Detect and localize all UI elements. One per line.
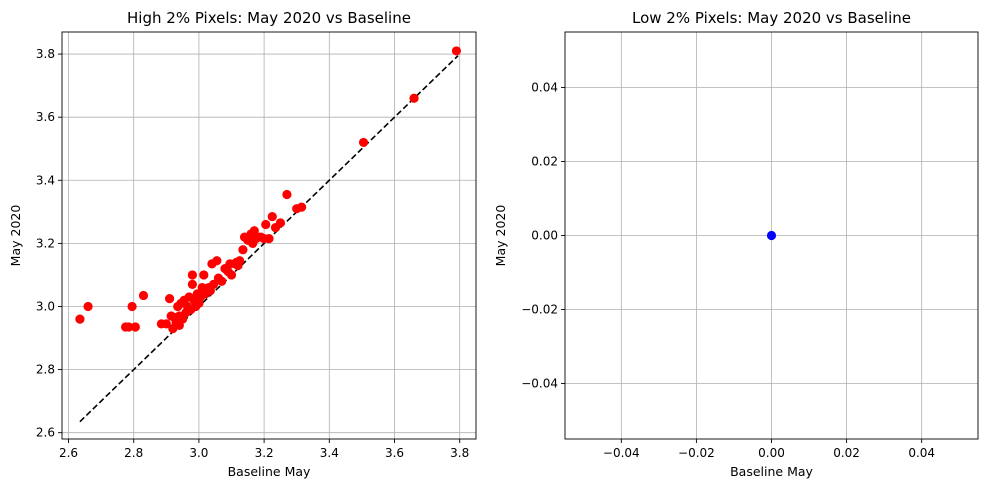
data-point	[217, 276, 227, 286]
y-axis-label: May 2020	[493, 205, 508, 267]
axes-frame	[61, 31, 477, 440]
x-tick-label: 3.8	[450, 446, 469, 460]
y-tick-label: −0.02	[521, 303, 558, 317]
y-tick-label: 3.2	[36, 236, 55, 250]
data-point	[235, 256, 245, 266]
y-tick-label: 3.6	[36, 110, 55, 124]
data-point	[199, 270, 209, 280]
x-tick-label: 0.04	[908, 446, 935, 460]
chart-panel-2: −0.04 −0.02 0.00 0.02 0.04 −0.04 −0.02 0.00 0.02…	[493, 9, 979, 479]
x-tick-label: 3.6	[385, 446, 404, 460]
y-tick-label: 2.6	[36, 426, 55, 440]
data-point	[766, 230, 777, 241]
y-tick-label: 3.4	[36, 173, 55, 187]
data-point	[212, 256, 222, 266]
x-tick-label: 2.8	[124, 446, 143, 460]
x-tick-label: 3.2	[255, 446, 274, 460]
y-tick-label: 3.0	[36, 299, 55, 313]
y-tick-label: 3.8	[36, 47, 55, 61]
y-tick-label: 0.04	[531, 81, 558, 95]
data-point	[238, 245, 248, 255]
x-tick-label: −0.04	[603, 446, 640, 460]
x-tick-label: 0.02	[833, 446, 860, 460]
data-point	[75, 314, 85, 324]
data-point	[358, 137, 369, 148]
chart-panel-1: 2.6 2.8 3.0 3.2 3.4 3.6 3.8 2.6 2.8 3.0 3.2 3.4 3.6 3…	[8, 9, 477, 479]
y-tick-label: 0.02	[531, 155, 558, 169]
data-point	[164, 294, 175, 304]
data-point	[124, 322, 134, 332]
data-point	[187, 270, 197, 280]
x-tick-label: 0.00	[758, 446, 785, 460]
data-point	[130, 322, 140, 332]
data-point	[138, 290, 149, 301]
data-point	[264, 234, 274, 244]
data-point	[296, 202, 307, 212]
data-point	[275, 218, 286, 228]
chart-title: Low 2% Pixels: May 2020 vs Baseline	[632, 9, 911, 27]
x-tick-label: 3.0	[189, 446, 208, 460]
data-point	[83, 301, 93, 312]
data-point	[226, 270, 237, 280]
y-axis-label: May 2020	[8, 205, 23, 267]
y-tick-label: −0.04	[521, 377, 558, 391]
x-tick-label: 3.4	[320, 446, 339, 460]
data-point	[451, 46, 462, 56]
chart-title: High 2% Pixels: May 2020 vs Baseline	[127, 9, 411, 27]
data-point	[267, 211, 277, 222]
x-tick-label: −0.02	[678, 446, 715, 460]
x-axis-label: Baseline May	[228, 464, 311, 479]
data-point	[208, 279, 219, 290]
data-point	[409, 93, 419, 103]
x-tick-label: 2.6	[59, 446, 78, 460]
y-tick-label: 2.8	[36, 363, 55, 377]
y-tick-label: 0.00	[531, 229, 558, 243]
data-point	[187, 279, 197, 290]
data-point	[282, 189, 292, 200]
x-axis-label: Baseline May	[730, 464, 813, 479]
data-point	[261, 219, 271, 230]
data-point	[161, 319, 171, 329]
data-point	[127, 301, 137, 312]
